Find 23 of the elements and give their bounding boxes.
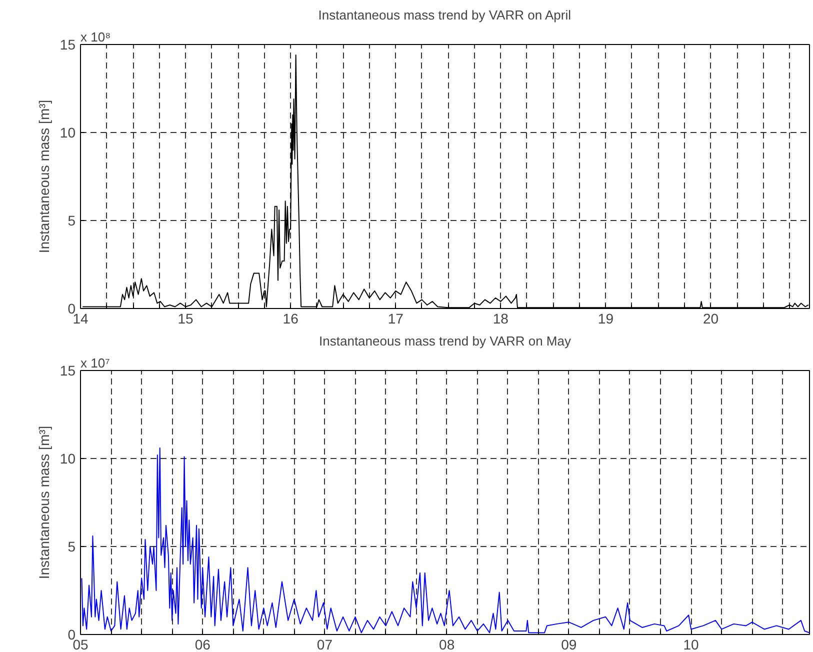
y-tick-label: 10 <box>60 450 76 466</box>
x-tick-label: 17 <box>388 310 404 326</box>
y-tick-label: 5 <box>68 212 76 228</box>
x-tick-label: 07 <box>316 636 333 652</box>
y-tick-label: 10 <box>60 124 76 140</box>
y-tick-label: 15 <box>60 362 76 378</box>
x-tick-label: 16 <box>282 310 299 326</box>
x-tick-label: 18 <box>492 310 509 326</box>
x-tick-label: 19 <box>598 310 614 326</box>
x-tick-label: 15 <box>178 310 194 326</box>
y-tick-label: 5 <box>68 538 76 554</box>
annotation: x 10⁸ <box>80 30 111 44</box>
annotation: x 10⁷ <box>80 356 110 370</box>
x-tick-label: 08 <box>439 636 455 652</box>
chart-title: Instantaneous mass trend by VARR on May <box>319 334 572 348</box>
x-tick-label: 20 <box>702 310 719 326</box>
y-tick-label: 15 <box>60 36 76 52</box>
y-axis-title: Instantaneous mass [m³] <box>36 100 52 254</box>
chart-title: Instantaneous mass trend by VARR on April <box>318 8 572 22</box>
x-tick-label: 06 <box>194 636 211 652</box>
y-axis-title: Instantaneous mass [m³] <box>36 426 52 580</box>
x-tick-label: 10 <box>683 636 700 652</box>
x-tick-label: 09 <box>561 636 577 652</box>
